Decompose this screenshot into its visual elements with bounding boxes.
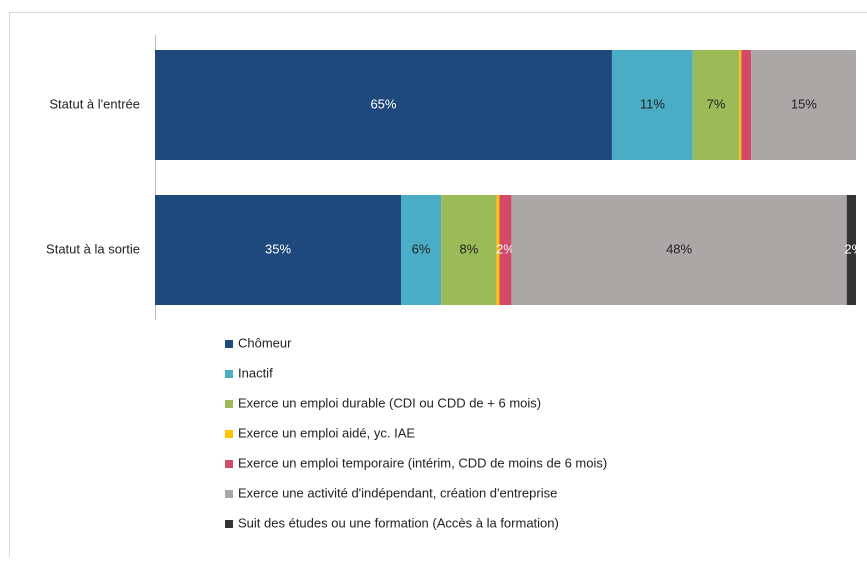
data-label: 15%	[791, 96, 817, 111]
legend-label: Exerce un emploi temporaire (intérim, CD…	[238, 455, 607, 470]
y-tick-label: Statut à la sortie	[46, 241, 140, 256]
data-label: 7%	[707, 96, 726, 111]
data-label: 48%	[666, 241, 692, 256]
plot-area: 65%11%7%15%35%6%8%2%48%2%	[155, 50, 864, 305]
data-label: 35%	[265, 241, 291, 256]
data-label: 6%	[412, 241, 431, 256]
data-label: 8%	[459, 241, 478, 256]
data-label: 2%	[844, 241, 863, 256]
legend-swatch	[225, 400, 233, 408]
bar-segment	[741, 50, 751, 160]
legend-label: Exerce une activité d'indépendant, créat…	[238, 485, 557, 500]
legend-swatch	[225, 520, 233, 528]
legend-swatch	[225, 460, 233, 468]
data-label: 11%	[640, 96, 665, 111]
legend-label: Chômeur	[238, 335, 292, 350]
legend-swatch	[225, 430, 233, 438]
legend-label: Inactif	[238, 365, 273, 380]
legend-label: Suit des études ou une formation (Accès …	[238, 515, 559, 530]
legend-label: Exerce un emploi durable (CDI ou CDD de …	[238, 395, 541, 410]
y-tick-label: Statut à l'entrée	[49, 96, 140, 111]
legend-swatch	[225, 370, 233, 378]
legend-swatch	[225, 340, 233, 348]
legend-label: Exerce un emploi aidé, yc. IAE	[238, 425, 415, 440]
bar-segment	[739, 50, 741, 160]
legend-swatch	[225, 490, 233, 498]
data-label: 65%	[370, 96, 396, 111]
